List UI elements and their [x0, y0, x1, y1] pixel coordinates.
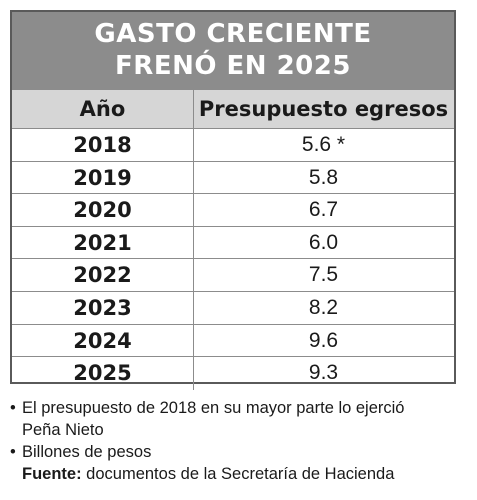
year-cell: 2019 [73, 165, 132, 190]
source-line: Fuente: documentos de la Secretaría de H… [10, 463, 470, 485]
budget-cell: 8.2 [308, 295, 339, 319]
table-header: Año Presupuesto egresos [12, 89, 454, 129]
column-header-year: Año [79, 97, 126, 121]
bullet-icon: • [10, 399, 16, 417]
title-line-1: GASTO CRECIENTE [94, 19, 372, 49]
budget-cell: 7.5 [308, 263, 339, 287]
footnote-text: El presupuesto de 2018 en su mayor parte… [22, 399, 405, 417]
table-row: 2018 5.6 * [12, 129, 454, 162]
table-row: 2023 8.2 [12, 292, 454, 325]
bullet-icon: • [10, 443, 16, 461]
year-cell: 2022 [73, 263, 132, 288]
table-frame: GASTO CRECIENTE FRENÓ EN 2025 Año Presup… [10, 10, 456, 390]
table-title: GASTO CRECIENTE FRENÓ EN 2025 [12, 12, 454, 89]
column-divider [193, 90, 194, 128]
footnote-2018: • El presupuesto de 2018 en su mayor par… [10, 397, 470, 441]
table-row: 2022 7.5 [12, 259, 454, 292]
table-row: 2021 6.0 [12, 227, 454, 260]
table-row: 2019 5.8 [12, 162, 454, 195]
budget-cell: 5.8 [308, 165, 339, 189]
budget-cell: 9.6 [308, 328, 339, 352]
budget-cell: 9.3 [308, 361, 339, 385]
footnote-text: Peña Nieto [22, 421, 104, 439]
table-row: 2020 6.7 [12, 194, 454, 227]
budget-cell: 6.7 [308, 198, 339, 222]
table-body: 2018 5.6 * 2019 5.8 2020 6.7 2021 6.0 20… [12, 129, 454, 390]
budget-cell: 6.0 [308, 230, 339, 254]
column-divider [193, 129, 194, 390]
year-cell: 2020 [73, 198, 132, 223]
table-row: 2025 9.3 [12, 357, 454, 390]
year-cell: 2018 [73, 133, 132, 157]
table-row: 2024 9.6 [12, 325, 454, 358]
year-cell: 2024 [73, 328, 132, 353]
budget-cell: 5.6 * [301, 133, 346, 156]
footnote-units: • Billones de pesos [10, 441, 470, 463]
footnotes: • El presupuesto de 2018 en su mayor par… [10, 397, 470, 485]
year-cell: 2021 [73, 230, 132, 255]
year-cell: 2023 [73, 295, 132, 320]
title-line-2: FRENÓ EN 2025 [115, 51, 351, 81]
source-label: Fuente: [22, 465, 82, 483]
source-text: documentos de la Secretaría de Hacienda [81, 465, 395, 483]
year-cell: 2025 [73, 361, 132, 386]
footnote-text: Billones de pesos [22, 443, 152, 461]
column-header-budget: Presupuesto egresos [198, 97, 449, 121]
